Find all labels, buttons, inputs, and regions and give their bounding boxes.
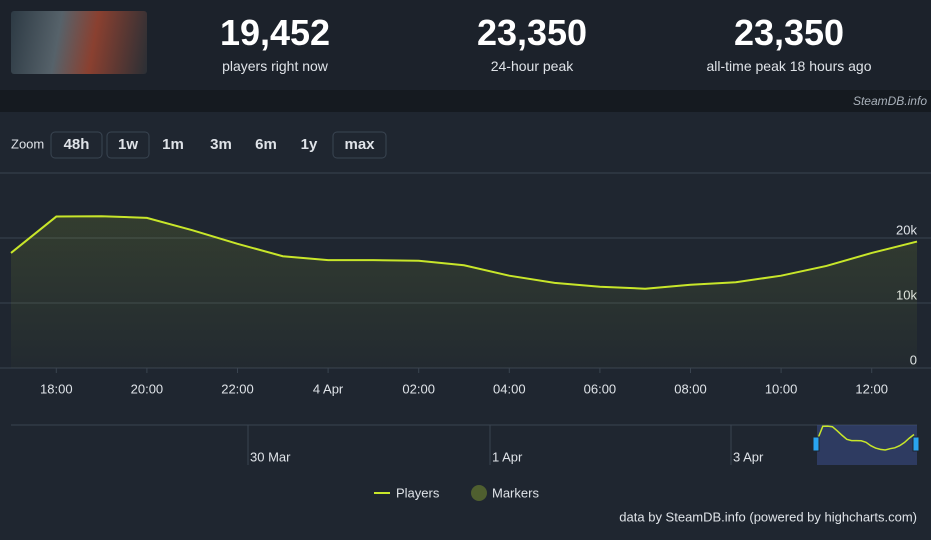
y-tick-label: 20k: [896, 222, 917, 237]
zoom-button[interactable]: 48h: [64, 136, 90, 153]
x-tick-label: 18:00: [40, 381, 73, 396]
navigator-label: 3 Apr: [733, 449, 764, 464]
x-tick-label: 10:00: [765, 381, 798, 396]
stat-value: 23,350: [476, 12, 588, 53]
x-tick-label: 02:00: [402, 381, 435, 396]
zoom-label: Zoom: [11, 136, 44, 151]
zoom-button-frame[interactable]: [332, 131, 387, 159]
zoom-button[interactable]: max: [344, 136, 375, 153]
legend-symbol: [471, 485, 487, 501]
zoom-button: 1y: [301, 136, 318, 153]
x-tick-label: 12:00: [855, 381, 888, 396]
x-tick-label: 06:00: [584, 381, 617, 396]
stat-value: 19,452: [219, 12, 331, 53]
zoom-button-frame[interactable]: [106, 131, 150, 159]
stat-label: 24-hour peak: [490, 58, 574, 74]
x-tick-label: 20:00: [131, 381, 164, 396]
area: [11, 216, 917, 368]
navigator-handle[interactable]: [812, 436, 820, 452]
legend-label: Markers: [492, 485, 539, 500]
site-name: SteamDB.info: [852, 94, 927, 108]
credits: data by SteamDB.info (powered by highcha…: [619, 509, 917, 524]
x-tick-label: 08:00: [674, 381, 707, 396]
x-tick-label: 4 Apr: [313, 381, 344, 396]
navigator-label: 30 Mar: [250, 449, 291, 464]
site-band: SteamDB.info: [0, 90, 931, 112]
stat-label: players right now: [222, 58, 328, 74]
x-tick-label: 22:00: [221, 381, 254, 396]
zoom-button: 6m: [255, 136, 277, 153]
x-tick-label: 04:00: [493, 381, 526, 396]
chart-container: Zoom 48h1w1m3m6m1ymax010k20k18:0020:0022…: [0, 112, 931, 540]
navigator-line: [817, 425, 915, 451]
navigator-handle[interactable]: [912, 436, 920, 452]
zoom-button[interactable]: 1w: [118, 136, 138, 153]
legend-label: Players: [396, 485, 440, 500]
stat: 23,350 all-time peak 18 hours ago: [659, 12, 919, 74]
chart: Zoom 48h1w1m3m6m1ymax010k20k18:0020:0022…: [0, 131, 931, 524]
stat-label: all-time peak 18 hours ago: [706, 58, 872, 74]
stat: 19,452 players right now: [145, 12, 405, 74]
header: 19,452 players right now 23,350 24-hour pe…: [0, 0, 931, 90]
navigator-label: 1 Apr: [492, 449, 523, 464]
zoom-button: 3m: [210, 136, 232, 153]
zoom-button-frame[interactable]: [50, 131, 103, 159]
line: [10, 215, 918, 290]
stat: 23,350 24-hour peak: [402, 12, 662, 74]
stat-value: 23,350: [733, 12, 845, 53]
game-thumbnail: [11, 11, 147, 74]
zoom-button: 1m: [162, 136, 184, 153]
